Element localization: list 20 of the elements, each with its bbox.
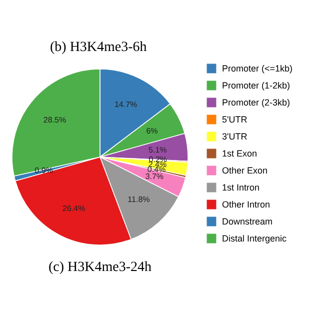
legend-label: 1st Exon [222,148,258,158]
legend-label: 3'UTR [222,132,248,142]
data-label: 3.7% [145,172,164,182]
data-label: 28.5% [43,116,66,125]
chart-title: (b) H3K4me3-6h [50,40,147,55]
data-label: 6% [146,126,158,136]
data-label: 26.4% [62,204,86,213]
legend-label: Downstream [222,216,273,226]
legend-label: 5'UTR [222,114,248,124]
legend-label: Promoter (1-2kb) [222,80,290,90]
text: (c) H3K4me3-24h [48,260,152,275]
data-label: 5.1% [148,146,167,155]
legend-label: Promoter (<=1kb) [222,64,293,74]
legend-label: Other Intron [222,200,270,210]
legend-label: Distal Intergenic [222,234,288,244]
legend-label: Promoter (2-3kb) [222,98,290,108]
legend-label: Other Exon [222,166,268,176]
legend-label: 1st Intron [222,182,260,192]
data-label: 11.8% [128,195,150,204]
data-label: 14.7% [114,100,138,110]
